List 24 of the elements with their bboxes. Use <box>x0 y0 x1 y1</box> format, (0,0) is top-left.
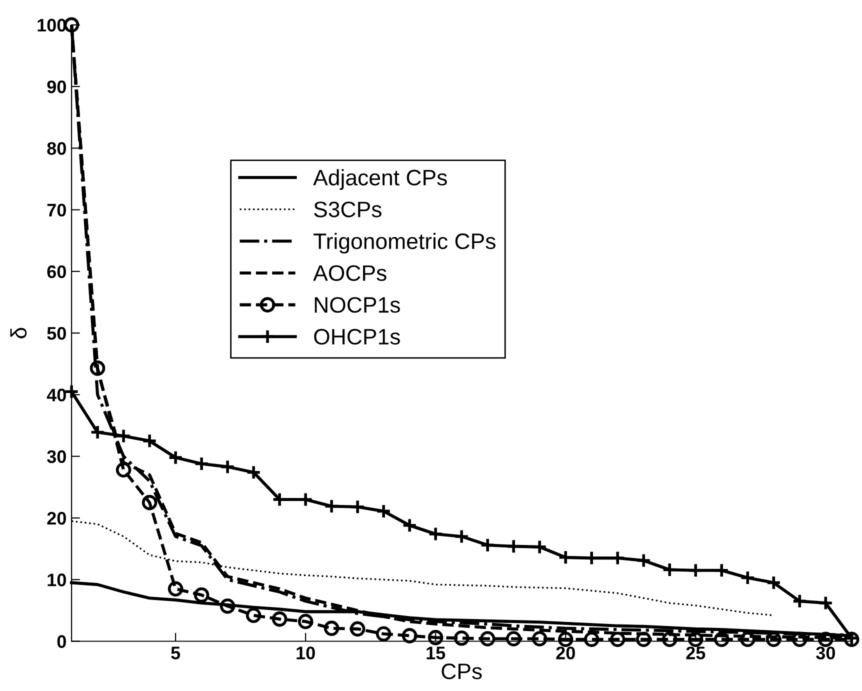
legend-label: OHCP1s <box>314 328 400 345</box>
legend-label: AOCPs <box>313 265 386 281</box>
y-tick-label: 90 <box>47 80 66 94</box>
x-tick-label: 20 <box>556 646 575 660</box>
x-tick-label: 5 <box>171 646 180 660</box>
y-tick-label: 70 <box>47 204 66 217</box>
legend-label: NOCP1s <box>314 297 400 313</box>
x-tick-label: 10 <box>296 646 315 660</box>
y-tick-label: 40 <box>46 388 66 402</box>
y-tick-label: 50 <box>47 326 66 340</box>
y-tick-label: 80 <box>47 142 66 155</box>
legend-label: Trigonometric CPs <box>314 232 496 254</box>
y-axis-title: δ <box>10 328 27 338</box>
y-tick-label: 20 <box>47 512 66 525</box>
x-tick-label: 30 <box>816 646 835 660</box>
x-axis-title: CPs <box>442 664 482 680</box>
y-tick-label: 0 <box>57 635 66 648</box>
x-tick-label: 15 <box>426 646 446 660</box>
legend-label: S3CPs <box>314 202 382 218</box>
y-tick-label: 30 <box>47 450 66 464</box>
y-tick-label: 60 <box>47 265 66 278</box>
x-tick-label: 25 <box>686 646 706 660</box>
legend-label: Adjacent CPs <box>313 169 447 190</box>
y-tick-label: 10 <box>48 574 66 586</box>
